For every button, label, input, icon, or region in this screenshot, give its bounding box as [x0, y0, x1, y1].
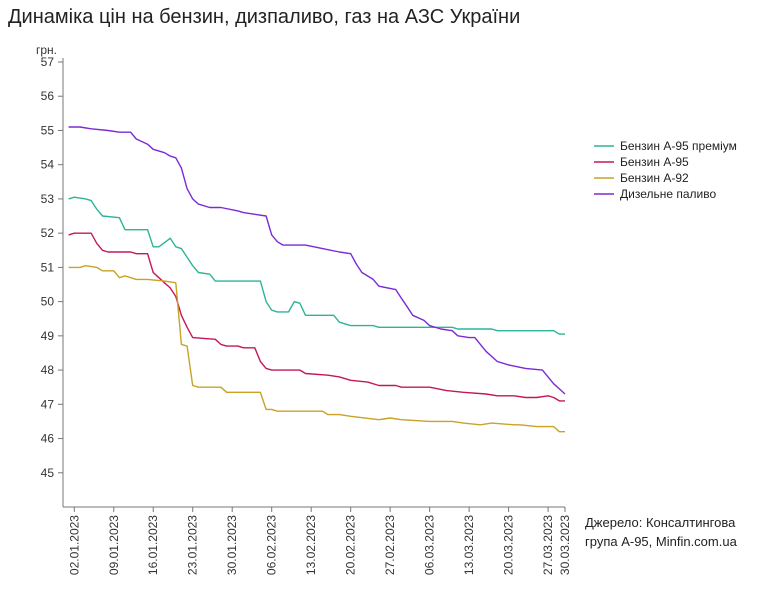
y-tick-label: 48 [41, 363, 55, 377]
x-tick-label: 27.02.2023 [383, 515, 397, 575]
x-tick-label: 13.02.2023 [304, 515, 318, 575]
x-tick-label: 06.02.2023 [265, 515, 279, 575]
series-line-3 [68, 265, 565, 433]
y-tick-label: 47 [41, 397, 55, 411]
y-tick-label: 45 [41, 466, 55, 480]
legend-label-4: Дизельне паливо [620, 187, 716, 201]
x-tick-label: 09.01.2023 [107, 515, 121, 575]
x-tick-label: 20.02.2023 [344, 515, 358, 575]
y-tick-label: 46 [41, 432, 55, 446]
source-line-1: Джерело: Консалтингова [585, 515, 736, 530]
x-tick-label: 16.01.2023 [146, 515, 160, 575]
y-tick-label: 55 [41, 123, 55, 137]
series-line-1 [68, 196, 565, 335]
x-tick-label: 13.03.2023 [462, 515, 476, 575]
legend: Бензин А-95 преміум Бензин А-95 Бензин А-9… [594, 139, 737, 201]
y-tick-label: 56 [41, 89, 55, 103]
series-layer [68, 126, 566, 433]
x-tick-label: 23.01.2023 [186, 515, 200, 575]
legend-label-2: Бензин А-95 [620, 155, 689, 169]
source-note: Джерело: Консалтингова група А-95, Minfi… [585, 513, 737, 551]
series-line-4 [68, 126, 566, 395]
x-tick-label: 30.03.2023 [558, 515, 572, 575]
x-tick-label: 20.03.2023 [502, 515, 516, 575]
y-tick-label: 57 [41, 55, 55, 69]
legend-label-3: Бензин А-92 [620, 171, 689, 185]
y-tick-label: 51 [41, 260, 55, 274]
y-tick-label: 50 [41, 295, 55, 309]
x-tick-label: 02.01.2023 [67, 515, 81, 575]
series-line-2 [68, 232, 565, 402]
legend-label-1: Бензин А-95 преміум [620, 139, 737, 153]
y-tick-label: 49 [41, 329, 55, 343]
x-tick-label: 27.03.2023 [541, 515, 555, 575]
y-tick-label: 52 [41, 226, 55, 240]
y-axis-label: грн. [36, 43, 57, 57]
chart-axes: грн. 45 46 47 48 49 50 51 52 53 54 55 56 57 02.01.2023… [36, 43, 572, 575]
chart-title: Динаміка цін на бензин, дизпаливо, газ н… [8, 6, 521, 28]
source-line-2: група А-95, Minfin.com.ua [585, 534, 737, 549]
y-tick-label: 54 [41, 158, 55, 172]
x-tick-label: 30.01.2023 [225, 515, 239, 575]
y-tick-label: 53 [41, 192, 55, 206]
x-tick-label: 06.03.2023 [423, 515, 437, 575]
